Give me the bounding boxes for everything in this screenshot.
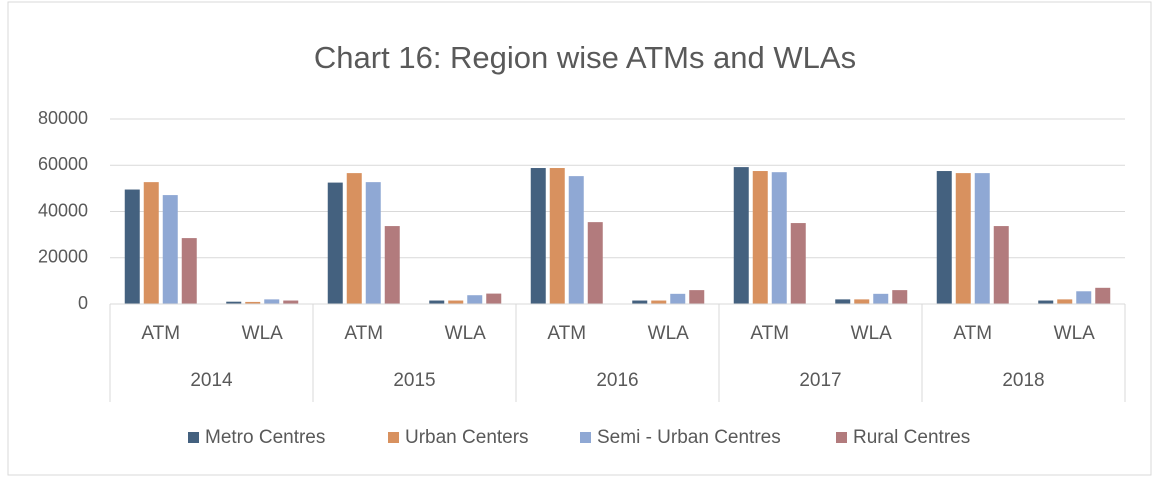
bar (587, 222, 603, 304)
x-group-label: 2017 (799, 370, 841, 391)
bar (1095, 287, 1111, 304)
bar (245, 301, 261, 304)
x-tick-label: WLA (648, 323, 690, 344)
chart-title: Chart 16: Region wise ATMs and WLAs (314, 40, 856, 75)
bar (1076, 291, 1092, 304)
bar (955, 173, 971, 304)
x-tick-label: ATM (547, 323, 586, 344)
y-tick-label: 80000 (38, 108, 88, 128)
x-tick-label: ATM (953, 323, 992, 344)
bar (835, 299, 851, 304)
bar (283, 300, 299, 304)
bar (226, 301, 242, 304)
y-tick-label: 60000 (38, 154, 88, 174)
bar (936, 171, 952, 304)
x-tick-label: ATM (750, 323, 789, 344)
x-tick-label: WLA (445, 323, 487, 344)
bar (892, 290, 908, 304)
legend-label: Urban Centers (405, 427, 529, 448)
legend-swatch (388, 432, 399, 443)
legend-label: Metro Centres (205, 427, 325, 448)
bar (733, 167, 749, 304)
bar (974, 173, 990, 304)
bar (873, 293, 889, 304)
bar (181, 238, 197, 304)
bar (651, 300, 667, 304)
bar (790, 223, 806, 304)
legend-swatch (580, 432, 591, 443)
chart-border (7, 1, 1152, 476)
y-tick-label: 20000 (38, 247, 88, 267)
x-tick-label: ATM (344, 323, 383, 344)
legend-swatch (188, 432, 199, 443)
bar (771, 172, 787, 304)
bar (448, 300, 464, 304)
bar (530, 168, 546, 304)
legend-label: Semi - Urban Centres (597, 427, 781, 448)
bar (327, 182, 343, 304)
bar (467, 295, 483, 304)
x-group-label: 2016 (596, 370, 638, 391)
bar (1057, 299, 1073, 304)
bar (264, 299, 280, 304)
bar (124, 189, 140, 304)
bar (670, 293, 686, 304)
x-tick-label: WLA (242, 323, 284, 344)
legend-swatch (836, 432, 847, 443)
bar (632, 300, 648, 304)
bar (365, 182, 381, 304)
bar (143, 182, 159, 304)
x-group-label: 2014 (190, 370, 233, 391)
x-group-label: 2015 (393, 370, 435, 391)
bar (568, 176, 584, 304)
x-tick-label: WLA (851, 323, 893, 344)
legend-label: Rural Centres (853, 427, 970, 448)
bar (549, 168, 565, 304)
bar (993, 226, 1009, 304)
x-tick-label: WLA (1054, 323, 1096, 344)
bar (429, 300, 445, 304)
bar (486, 293, 502, 304)
bar (1038, 300, 1054, 304)
bar (854, 299, 870, 304)
bar (384, 226, 400, 304)
bar (689, 290, 705, 304)
x-tick-label: ATM (141, 323, 180, 344)
bar (162, 195, 178, 304)
bar (752, 171, 768, 304)
y-tick-label: 0 (78, 293, 88, 313)
bar (346, 173, 362, 304)
x-group-label: 2018 (1002, 370, 1044, 391)
y-tick-label: 40000 (38, 200, 88, 220)
